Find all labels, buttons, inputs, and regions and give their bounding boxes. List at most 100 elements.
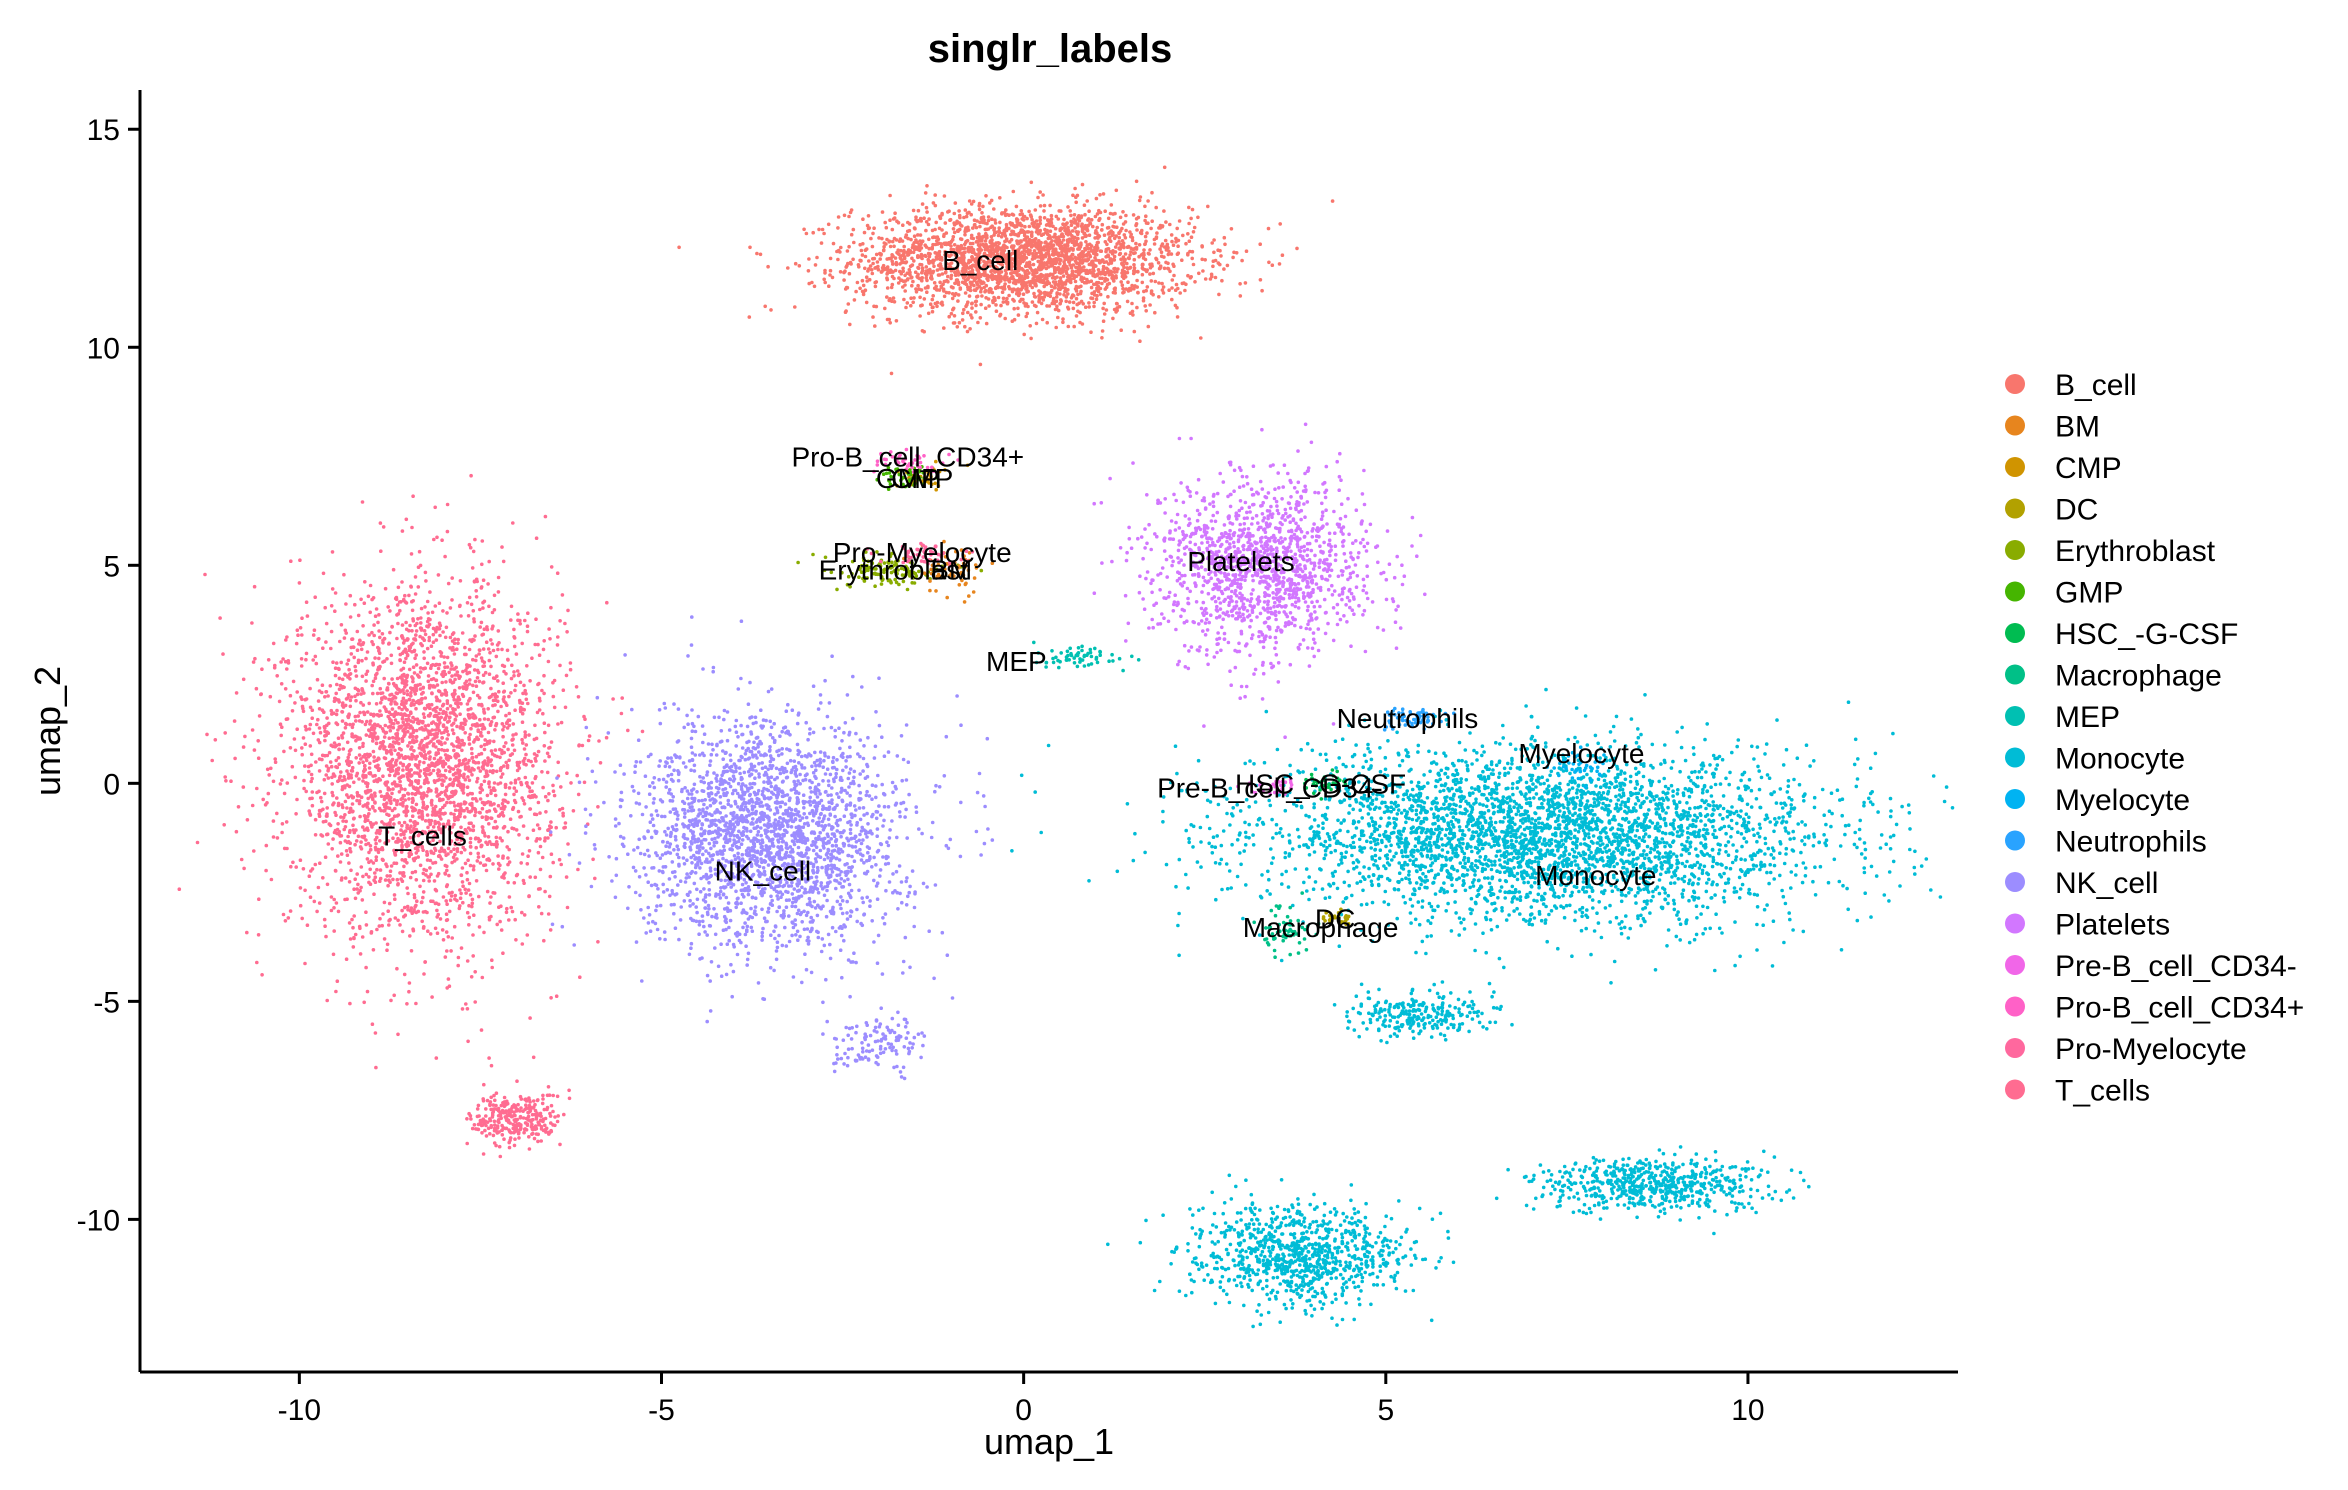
cell-point [1008, 221, 1013, 225]
cell-point [554, 994, 559, 998]
cell-point [317, 812, 322, 816]
cell-point [423, 707, 428, 711]
cell-point [1174, 236, 1178, 241]
cell-point [1032, 269, 1036, 274]
cell-point [994, 285, 999, 290]
cell-point [1061, 266, 1065, 271]
cell-point [470, 901, 475, 906]
cell-point [1003, 278, 1007, 282]
cell-point [373, 731, 377, 735]
cell-point [988, 240, 992, 245]
cell-point [1131, 247, 1136, 252]
cell-point [1038, 221, 1042, 226]
cell-point [1170, 278, 1175, 282]
cell-point [858, 286, 862, 291]
cell-point [513, 780, 518, 785]
cell-point [256, 739, 261, 743]
cell-point [1095, 248, 1099, 253]
cell-point [851, 227, 856, 232]
cell-point [530, 781, 535, 785]
cell-point [427, 772, 432, 777]
cell-point [1168, 222, 1172, 227]
cell-point [1105, 247, 1110, 251]
cell-point [1112, 287, 1117, 291]
cell-point [407, 628, 411, 633]
cell-point [1027, 260, 1032, 265]
cell-point [433, 813, 438, 817]
cell-point [1000, 290, 1005, 295]
cell-point [1048, 203, 1052, 208]
cell-point [1091, 273, 1095, 278]
cell-point [495, 825, 499, 829]
cell-point [552, 793, 557, 798]
cell-point [1047, 254, 1051, 258]
cell-point [335, 796, 339, 800]
cell-point [308, 722, 313, 727]
cell-point [1122, 276, 1126, 281]
cell-point [1106, 294, 1110, 299]
cell-point [924, 205, 929, 210]
cell-point [511, 521, 515, 525]
cell-point [304, 600, 309, 604]
cell-point [769, 308, 773, 312]
cell-point [1163, 245, 1167, 249]
cell-point [1150, 219, 1154, 223]
cell-point [1213, 275, 1218, 280]
cell-point [400, 707, 404, 712]
cell-point [1132, 269, 1137, 274]
cell-point [438, 756, 443, 760]
cell-point [822, 277, 826, 282]
cell-point [296, 633, 300, 637]
cell-point [369, 930, 374, 934]
cell-point [325, 882, 330, 887]
cell-point [405, 1002, 409, 1006]
cell-point [391, 567, 396, 572]
cell-point [484, 840, 488, 845]
cell-point [827, 284, 831, 289]
cell-point [896, 220, 901, 225]
cell-point [1170, 297, 1174, 302]
cell-point [453, 893, 458, 898]
cell-point [412, 754, 416, 759]
cell-point [919, 277, 924, 282]
cell-point [1079, 253, 1083, 257]
cell-point [472, 668, 477, 672]
cell-point [474, 658, 478, 663]
cell-point [433, 604, 438, 608]
cell-point [313, 595, 318, 599]
cell-point [905, 250, 909, 255]
cell-point [440, 538, 444, 542]
cell-point [1100, 336, 1104, 340]
cell-point [403, 755, 408, 759]
cell-point [414, 1001, 418, 1006]
cell-point [918, 233, 923, 237]
cell-point [519, 861, 523, 865]
cell-point [526, 611, 530, 615]
cell-point [388, 917, 392, 922]
cell-point [1187, 205, 1191, 210]
cell-point [499, 704, 503, 709]
cell-point [1267, 260, 1271, 265]
cell-point [502, 744, 506, 749]
cell-point [534, 812, 539, 817]
cell-point [382, 900, 387, 905]
cell-point [912, 241, 916, 245]
cell-point [952, 211, 957, 216]
cell-point [520, 852, 525, 856]
cell-point [362, 601, 367, 605]
cell-point [429, 666, 433, 670]
cell-point [957, 213, 962, 218]
cell-point [966, 228, 971, 232]
cell-point [891, 296, 896, 300]
cell-point [342, 572, 346, 577]
cell-point [1031, 262, 1036, 267]
cell-point [864, 300, 869, 305]
cell-point [1013, 225, 1017, 229]
cell-point [1058, 227, 1062, 231]
cell-point [927, 237, 931, 242]
cell-point [1154, 257, 1159, 262]
cell-point [500, 801, 505, 806]
cell-point [951, 306, 956, 311]
cell-point [1100, 270, 1104, 275]
